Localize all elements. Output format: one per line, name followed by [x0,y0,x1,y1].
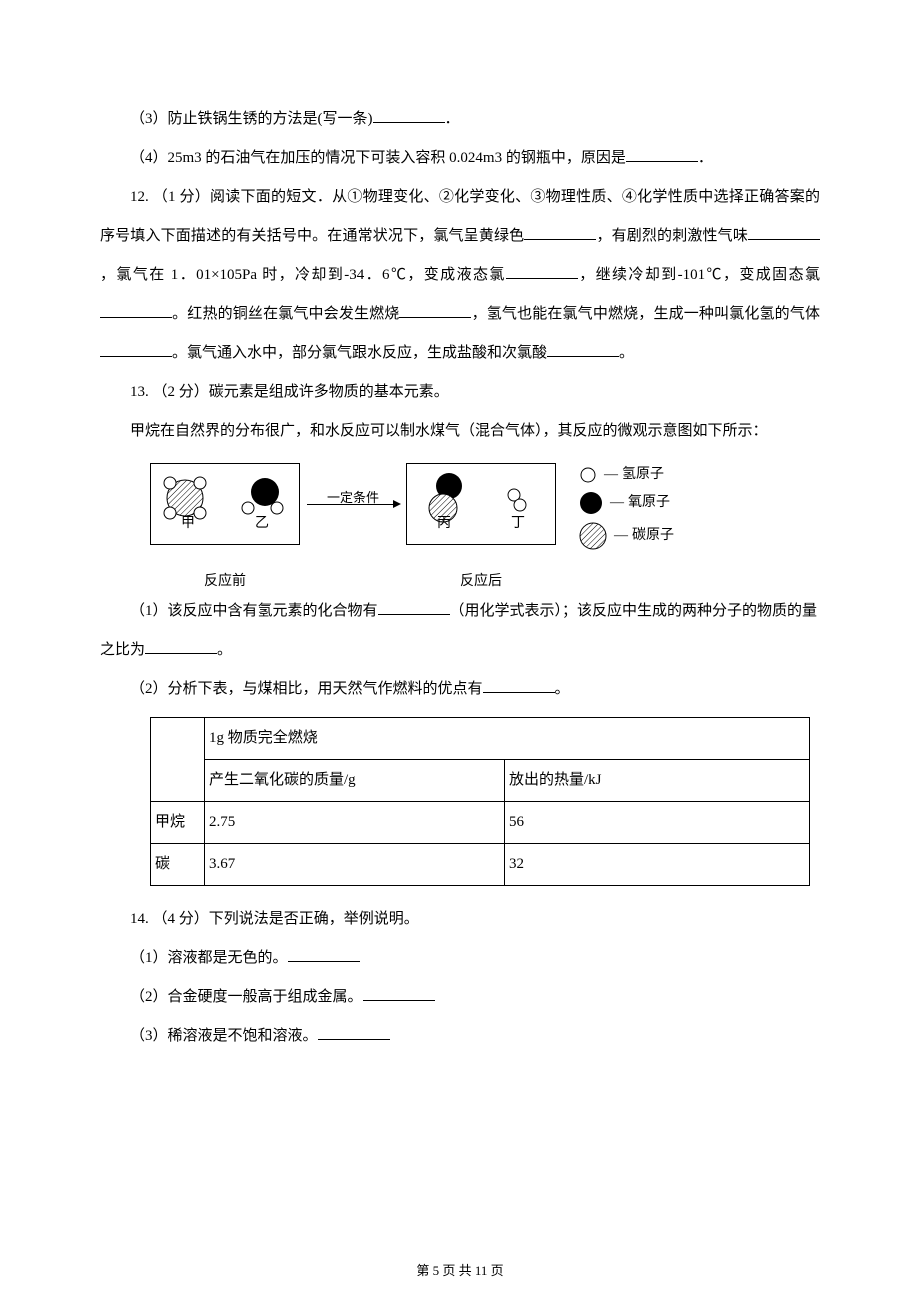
products-box: 丙 丁 [406,463,556,545]
table-row: 甲烷 2.75 56 [151,802,810,844]
reaction-arrow: 一定条件 [300,463,406,505]
combustion-table: 1g 物质完全燃烧 产生二氧化碳的质量/g 放出的热量/kJ 甲烷 2.75 5… [150,717,810,886]
page-footer: 第 5 页 共 11 页 [0,1254,920,1288]
atom-legend: —氢原子 —氧原子 —碳原子 [578,463,674,551]
q11-4-text: （4）25m3 的石油气在加压的情况下可装入容积 0.024m3 的钢瓶中，原因… [130,150,626,166]
q14-item-2: （2）合金硬度一般高于组成金属。 [100,978,820,1017]
blank [288,947,360,962]
q11-3-text: （3）防止铁锅生锈的方法是(写一条) [130,111,373,127]
q14-head: 14. （4 分）下列说法是否正确，举例说明。 [100,900,820,939]
reactants-box: 甲 乙 [150,463,300,545]
blank [100,303,172,318]
blank [399,303,471,318]
q13-intro: 甲烷在自然界的分布很广，和水反应可以制水煤气（混合气体），其反应的微观示意图如下… [100,412,820,451]
reaction-diagram: 甲 乙 一定条件 丙 丁 —氢原子 —氧原子 [150,463,820,551]
table-row: 碳 3.67 32 [151,844,810,886]
blank [483,678,555,693]
blank [363,986,435,1001]
blank [506,264,578,279]
blank [145,639,217,654]
label-ding: 丁 [511,506,525,542]
diagram-captions: 反应前 反应后 [150,571,820,592]
legend-carbon: —碳原子 [578,521,674,551]
q14-item-1: （1）溶液都是无色的。 [100,939,820,978]
blank [318,1025,390,1040]
table-col2: 产生二氧化碳的质量/g [205,760,505,802]
blank [748,225,820,240]
q13-head: 13. （2 分）碳元素是组成许多物质的基本元素。 [100,373,820,412]
label-jia: 甲 [181,506,195,542]
legend-oxygen: —氧原子 [578,490,674,516]
blank [524,225,596,240]
q13-sub2: （2）分析下表，与煤相比，用天然气作燃料的优点有。 [100,670,820,709]
q11-3: （3）防止铁锅生锈的方法是(写一条)． [100,100,820,139]
q12: 12. （1 分）阅读下面的短文．从①物理变化、②化学变化、③物理性质、④化学性… [100,178,820,373]
q13-sub1: （1）该反应中含有氢元素的化合物有（用化学式表示）；该反应中生成的两种分子的物质… [100,592,820,670]
blank [547,342,619,357]
blank [626,147,698,162]
label-yi: 乙 [255,506,269,542]
label-bing: 丙 [437,506,451,542]
q11-4: （4）25m3 的石油气在加压的情况下可装入容积 0.024m3 的钢瓶中，原因… [100,139,820,178]
blank [100,342,172,357]
q14-item-3: （3）稀溶液是不饱和溶液。 [100,1017,820,1056]
table-header-span: 1g 物质完全燃烧 [205,718,810,760]
blank [373,108,445,123]
blank [378,600,450,615]
legend-hydrogen: —氢原子 [578,465,674,485]
table-col3: 放出的热量/kJ [505,760,810,802]
